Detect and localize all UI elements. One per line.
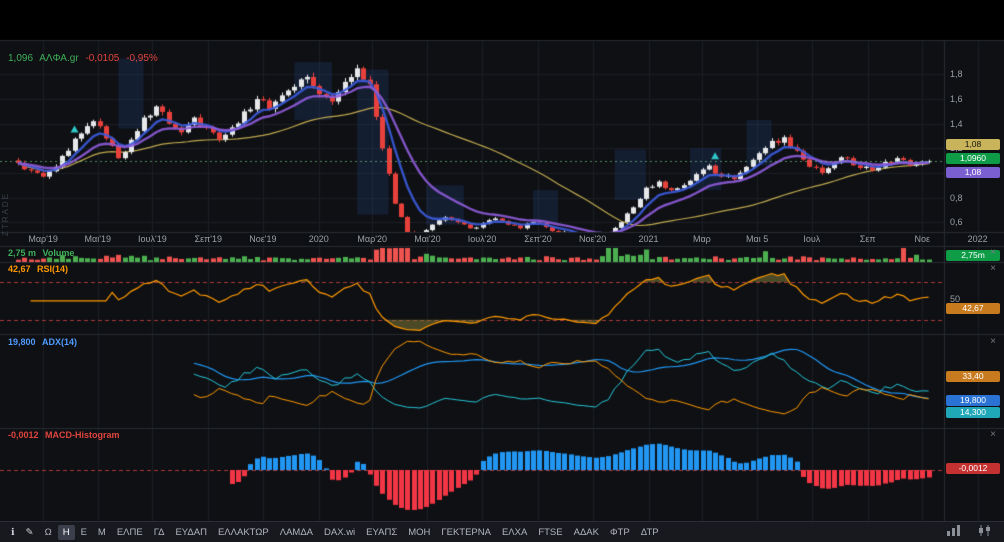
- time-label-2022: 2022: [967, 234, 988, 244]
- adx-indicator-name: ADX(14): [42, 337, 78, 347]
- adx-value: 19,800: [8, 337, 36, 347]
- time-label-Μαι 5: Μαι 5: [746, 234, 769, 244]
- interval-button-Μ[interactable]: Μ: [97, 526, 106, 538]
- price-label-1,6: 1,6: [950, 94, 963, 105]
- ticker-DAX.wi[interactable]: DAX.wi: [324, 526, 356, 538]
- price-change: -0,0105: [85, 53, 120, 64]
- ticker-ΦΤΡ[interactable]: ΦΤΡ: [609, 526, 630, 538]
- time-label-Νοε'19: Νοε'19: [249, 234, 277, 244]
- ticker-FTSE[interactable]: FTSE: [538, 526, 563, 538]
- ticker-ΕΛΛΑΚΤΩΡ[interactable]: ΕΛΛΑΚΤΩΡ: [217, 526, 269, 538]
- price-label-0,6: 0,6: [950, 217, 963, 228]
- time-label-Σεπ: Σεπ: [859, 234, 876, 244]
- interval-button-Ε[interactable]: Ε: [80, 526, 87, 538]
- bottom-toolbar: ℹ ✎ Ω Η Ε Μ ΕΛΠΕ ΓΔ ΕΥΔΑΠ ΕΛΛΑΚΤΩΡ ΛΑΜΔΑ DAX.wi ΕΥΑΠ…: [0, 521, 1004, 542]
- interval-button-Ω[interactable]: Ω: [44, 526, 52, 538]
- time-label-2021: 2021: [638, 234, 659, 244]
- adx-pane-label: 19,800 ADX(14): [8, 337, 77, 347]
- ma-mid-value-badge: 1,08: [946, 167, 1000, 178]
- time-label-Ιουλ'19: Ιουλ'19: [138, 234, 167, 244]
- macd-value-badge: -0,0012: [946, 463, 1000, 474]
- time-label-Ιουλ'20: Ιουλ'20: [467, 234, 497, 244]
- macd-indicator-name: MACD-Histogram: [45, 430, 120, 440]
- candlestick-chart-icon[interactable]: [973, 523, 996, 541]
- volume-indicator-name: Volume: [42, 248, 75, 258]
- ticker-ΛΑΜΔΑ[interactable]: ΛΑΜΔΑ: [279, 526, 314, 538]
- toolbar-items: ℹ ✎ Ω Η Ε Μ ΕΛΠΕ ΓΔ ΕΥΔΑΠ ΕΛΛΑΚΤΩΡ ΛΑΜΔΑ DAX.wi ΕΥΑΠ…: [6, 524, 664, 540]
- time-label-Ιουλ: Ιουλ: [803, 234, 821, 244]
- rsi-value-badge: 42,67: [946, 303, 1000, 314]
- macd-value: -0,0012: [8, 430, 39, 440]
- time-label-Μαρ: Μαρ: [692, 234, 711, 244]
- ticker-ΔΤΡ[interactable]: ΔΤΡ: [640, 526, 659, 538]
- price-change-percent: -0,95%: [126, 53, 158, 64]
- time-label-Σεπ'20: Σεπ'20: [524, 234, 552, 244]
- ticker-ΕΛΠΕ[interactable]: ΕΛΠΕ: [116, 526, 143, 538]
- ticker-ΕΛΧΑ[interactable]: ΕΛΧΑ: [501, 526, 528, 538]
- platform-watermark: ZTRADE: [1, 192, 10, 236]
- chart-overlays: 1,096 ΑΛΦΑ.gr -0,0105 -0,95% ZTRADE Μαρ'…: [1, 53, 1000, 474]
- macd-pane-label: -0,0012 MACD-Histogram: [8, 430, 120, 440]
- volume-value-badge: 2,75m: [946, 250, 1000, 261]
- info-icon[interactable]: ℹ: [11, 526, 15, 538]
- time-label-Μαρ'19: Μαρ'19: [28, 234, 58, 244]
- volume-pane-label: 2,75 m Volume: [8, 248, 74, 258]
- adx-pane-close-button[interactable]: ×: [990, 336, 996, 347]
- time-label-Μαρ'20: Μαρ'20: [357, 234, 387, 244]
- symbol-legend: 1,096 ΑΛΦΑ.gr -0,0105 -0,95%: [8, 53, 162, 64]
- macd-pane-close-button[interactable]: ×: [990, 429, 996, 440]
- interval-button-Η[interactable]: Η: [57, 524, 75, 540]
- draw-icon[interactable]: ✎: [25, 526, 34, 538]
- ticker-ΕΥΔΑΠ[interactable]: ΕΥΔΑΠ: [175, 526, 207, 538]
- adx-badge-3: 14,300: [946, 407, 1000, 418]
- time-label-Νοε: Νοε: [914, 234, 931, 244]
- price-label-1,8: 1,8: [950, 69, 963, 80]
- ticker-ΜΟΗ[interactable]: ΜΟΗ: [408, 526, 431, 538]
- chart-canvas[interactable]: [0, 0, 1004, 521]
- rsi-pane-close-button[interactable]: ×: [990, 263, 996, 274]
- time-label-Μαι'20: Μαι'20: [414, 234, 441, 244]
- ma-long-value-badge: 1,08: [946, 139, 1000, 150]
- adx-badge-2: 19,800: [946, 395, 1000, 406]
- time-label-Μαι'19: Μαι'19: [84, 234, 111, 244]
- rsi-pane-label: 42,67 RSI(14): [8, 264, 68, 274]
- adx-badge-1: 33,40: [946, 371, 1000, 382]
- symbol-name[interactable]: ΑΛΦΑ.gr: [39, 53, 79, 64]
- ticker-ΓΕΚΤΕΡΝΑ[interactable]: ΓΕΚΤΕΡΝΑ: [441, 526, 491, 538]
- price-label-0,8: 0,8: [950, 192, 963, 203]
- rsi-indicator-name: RSI(14): [37, 264, 69, 274]
- time-label-Σεπ'19: Σεπ'19: [194, 234, 223, 244]
- ticker-ΕΥΑΠΣ[interactable]: ΕΥΑΠΣ: [366, 526, 398, 538]
- last-price-badge: 1,0960: [946, 153, 1000, 164]
- volume-pane-close-button[interactable]: ×: [990, 247, 996, 258]
- chart-type-controls: [942, 523, 998, 541]
- rsi-value: 42,67: [8, 264, 31, 274]
- bar-chart-icon[interactable]: [942, 523, 965, 541]
- last-price: 1,096: [8, 53, 34, 64]
- time-label-Νοε'20: Νοε'20: [578, 234, 607, 244]
- ticker-ΑΔΑΚ[interactable]: ΑΔΑΚ: [573, 526, 599, 538]
- rsi-mid-level-label: 50: [950, 294, 961, 304]
- time-label-2020: 2020: [308, 234, 329, 244]
- volume-value: 2,75 m: [8, 248, 37, 258]
- ticker-ΓΔ[interactable]: ΓΔ: [153, 526, 165, 538]
- price-label-1,4: 1,4: [950, 118, 963, 129]
